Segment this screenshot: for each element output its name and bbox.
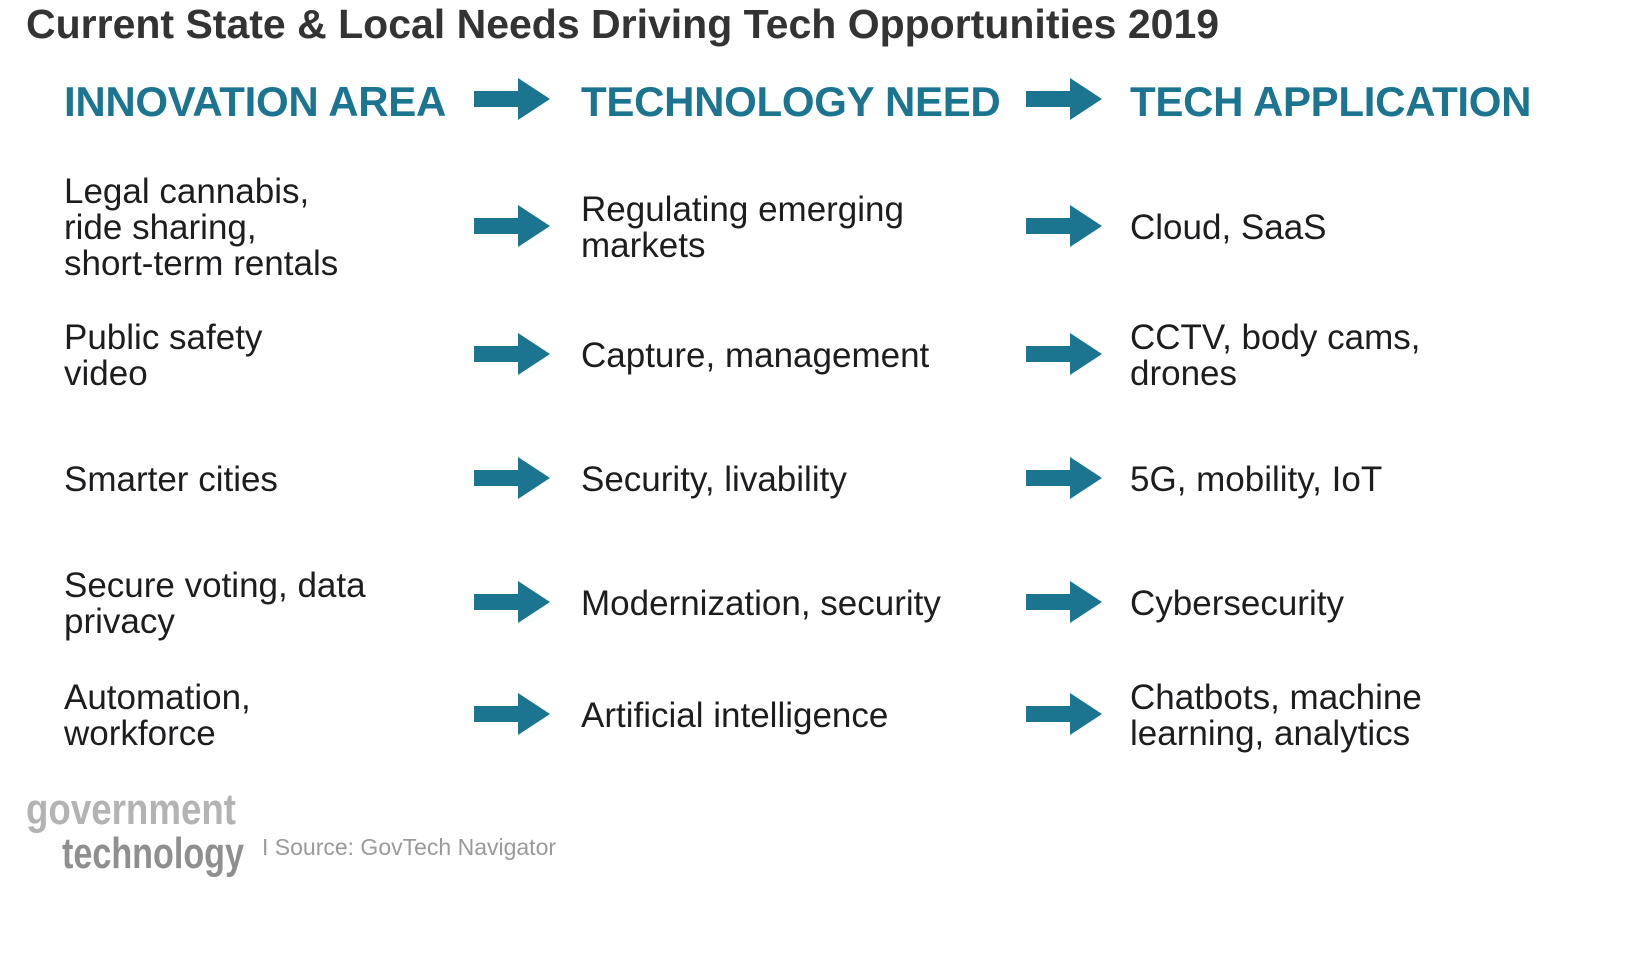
row-3-need-line-1: Security, livability xyxy=(581,460,847,499)
right-arrow-icon xyxy=(1026,78,1102,120)
right-arrow-icon xyxy=(1026,581,1102,623)
row-4-technology-need: Modernization, security xyxy=(581,568,1011,640)
row-5-area-line-2: workforce xyxy=(64,714,216,753)
row-1-innovation-area: Legal cannabis, ride sharing, short-term… xyxy=(64,174,454,282)
government-technology-logo: government technology xyxy=(26,785,256,882)
row-2-need-line-1: Capture, management xyxy=(581,336,930,375)
header-innovation-area: INNOVATION AREA xyxy=(64,78,447,125)
row-2-technology-need: Capture, management xyxy=(581,320,1011,392)
right-arrow-icon xyxy=(474,581,550,623)
row-1-need-line-2: markets xyxy=(581,226,706,265)
row-1-tech-application: Cloud, SaaS xyxy=(1130,174,1570,282)
logo-line-2: technology xyxy=(62,829,244,878)
right-arrow-icon xyxy=(1026,205,1102,247)
row-3-tech-application: 5G, mobility, IoT xyxy=(1130,462,1570,498)
row-4-innovation-area: Secure voting, data privacy xyxy=(64,568,454,640)
row-1-area-line-1: Legal cannabis, xyxy=(64,172,310,211)
source-credit: I Source: GovTech Navigator xyxy=(262,834,557,860)
row-5-area-line-1: Automation, xyxy=(64,678,251,717)
right-arrow-icon xyxy=(474,457,550,499)
row-5-technology-need: Artificial intelligence xyxy=(581,680,1011,752)
right-arrow-icon xyxy=(474,693,550,735)
row-5-tech-application: Chatbots, machine learning, analytics xyxy=(1130,680,1570,752)
right-arrow-icon xyxy=(474,205,550,247)
row-3-innovation-area: Smarter cities xyxy=(64,462,454,498)
row-1-area-line-3: short-term rentals xyxy=(64,244,339,283)
row-2-application-line-1: CCTV, body cams, xyxy=(1130,318,1421,357)
right-arrow-icon xyxy=(1026,693,1102,735)
row-1-technology-need: Regulating emerging markets xyxy=(581,174,1011,282)
row-5-need-line-1: Artificial intelligence xyxy=(581,696,889,735)
row-2-innovation-area: Public safety video xyxy=(64,320,454,392)
right-arrow-icon xyxy=(474,78,550,120)
header-tech-application: TECH APPLICATION xyxy=(1130,78,1532,125)
row-4-area-line-2: privacy xyxy=(64,602,175,641)
row-5-innovation-area: Automation, workforce xyxy=(64,680,454,752)
row-1-need-line-1: Regulating emerging xyxy=(581,190,904,229)
header-technology-need: TECHNOLOGY NEED xyxy=(581,78,1001,125)
row-5-application-line-2: learning, analytics xyxy=(1130,714,1411,753)
row-3-application-line-1: 5G, mobility, IoT xyxy=(1130,460,1383,499)
row-2-application-line-2: drones xyxy=(1130,354,1238,393)
row-4-area-line-1: Secure voting, data xyxy=(64,566,366,605)
row-2-area-line-1: Public safety xyxy=(64,318,263,357)
right-arrow-icon xyxy=(474,333,550,375)
row-4-tech-application: Cybersecurity xyxy=(1130,568,1570,640)
row-1-application-line-1: Cloud, SaaS xyxy=(1130,208,1327,247)
row-4-need-line-1: Modernization, security xyxy=(581,584,941,623)
right-arrow-icon xyxy=(1026,457,1102,499)
row-2-area-line-2: video xyxy=(64,354,148,393)
row-1-area-line-2: ride sharing, xyxy=(64,208,257,247)
row-3-technology-need: Security, livability xyxy=(581,462,1011,498)
row-4-application-line-1: Cybersecurity xyxy=(1130,584,1344,623)
right-arrow-icon xyxy=(1026,333,1102,375)
logo-line-1: government xyxy=(26,786,236,834)
row-5-application-line-1: Chatbots, machine xyxy=(1130,678,1422,717)
row-2-tech-application: CCTV, body cams, drones xyxy=(1130,320,1570,392)
row-3-area-line-1: Smarter cities xyxy=(64,460,278,499)
page-title: Current State & Local Needs Driving Tech… xyxy=(26,1,1220,47)
